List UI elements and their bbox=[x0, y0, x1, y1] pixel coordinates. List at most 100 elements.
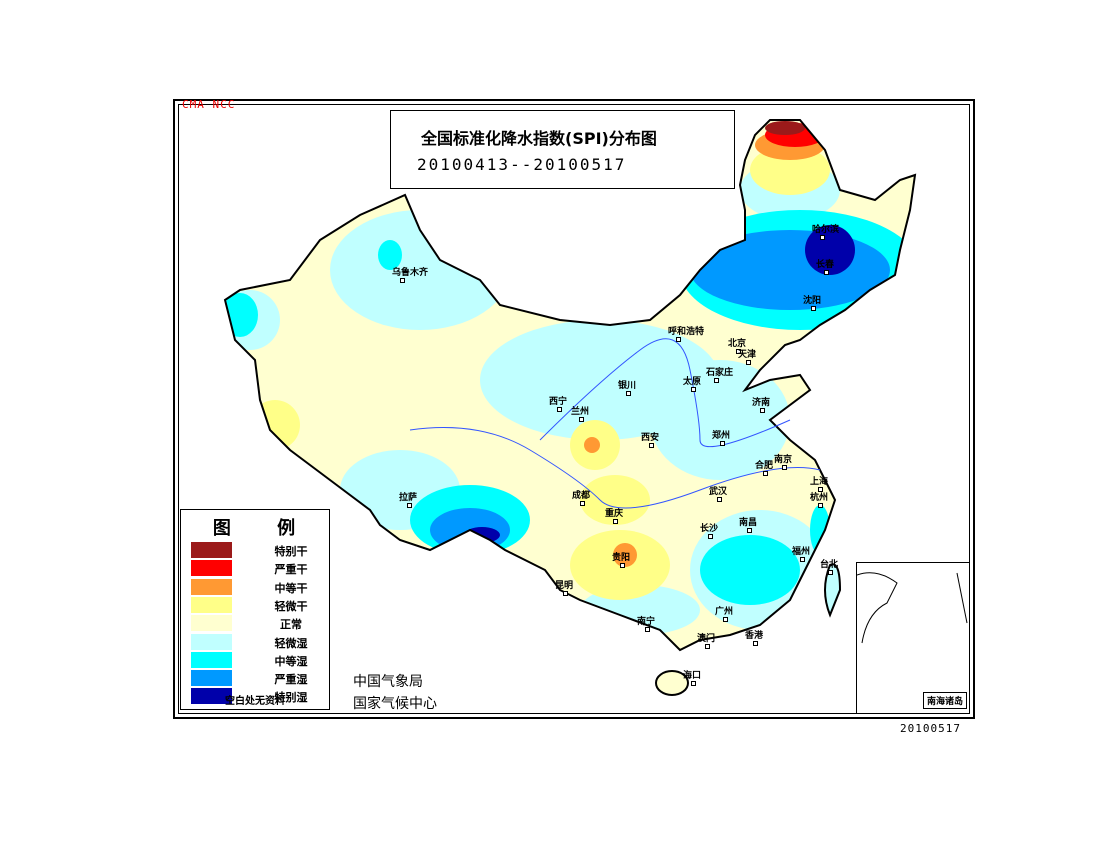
city-label: 济南 bbox=[752, 398, 771, 408]
city-label: 西安 bbox=[641, 433, 660, 443]
agency-ncc: 国家气候中心 bbox=[353, 696, 437, 712]
city-label: 天津 bbox=[738, 350, 757, 360]
legend-swatch bbox=[191, 578, 232, 595]
city-marker-icon bbox=[563, 591, 568, 596]
city-marker-icon bbox=[818, 503, 823, 508]
inset-label: 南海诸岛 bbox=[922, 692, 967, 709]
city-label: 香港 bbox=[745, 631, 764, 641]
taiwan bbox=[824, 563, 842, 618]
city-label: 南京 bbox=[774, 455, 793, 465]
yellow-river bbox=[539, 338, 791, 448]
city-label: 武汉 bbox=[709, 487, 728, 497]
title-box: 全国标准化降水指数(SPI)分布图 20100413--20100517 bbox=[390, 110, 735, 189]
city-marker-icon bbox=[691, 387, 696, 392]
legend-item: 正常 bbox=[191, 615, 331, 632]
legend-swatch bbox=[191, 670, 232, 687]
city-label: 太原 bbox=[683, 377, 702, 387]
yangtze-river bbox=[409, 427, 821, 509]
legend-label: 正常 bbox=[280, 618, 302, 632]
city-label: 海口 bbox=[683, 671, 702, 681]
city-marker-icon bbox=[720, 441, 725, 446]
legend-label: 特别干 bbox=[274, 545, 308, 558]
city-marker-icon bbox=[763, 471, 768, 476]
city-label: 兰州 bbox=[571, 407, 590, 417]
city-label: 上海 bbox=[810, 477, 829, 487]
map-frame bbox=[173, 99, 975, 719]
city-marker-icon bbox=[717, 497, 722, 502]
city-marker-icon bbox=[714, 378, 719, 383]
city-label: 乌鲁木齐 bbox=[392, 268, 429, 278]
city-label: 长春 bbox=[816, 260, 835, 270]
city-marker-icon bbox=[557, 407, 562, 412]
city-label: 广州 bbox=[715, 607, 734, 617]
city-marker-icon bbox=[579, 417, 584, 422]
agency-cma: 中国气象局 bbox=[353, 674, 423, 690]
legend-label: 轻微干 bbox=[274, 599, 308, 613]
legend-label: 严重干 bbox=[274, 563, 308, 577]
inset-map bbox=[856, 572, 968, 644]
legend-swatch bbox=[191, 615, 232, 632]
city-marker-icon bbox=[824, 270, 829, 275]
city-marker-icon bbox=[626, 391, 631, 396]
city-label: 重庆 bbox=[605, 509, 624, 519]
legend-swatch bbox=[191, 542, 232, 558]
city-label: 昆明 bbox=[555, 581, 574, 591]
legend-swatch bbox=[191, 633, 232, 650]
legend-swatch bbox=[191, 596, 232, 613]
city-marker-icon bbox=[691, 681, 696, 686]
legend-title: 图 例 bbox=[212, 518, 316, 539]
city-marker-icon bbox=[649, 443, 654, 448]
city-label: 福州 bbox=[792, 547, 811, 557]
city-marker-icon bbox=[705, 644, 710, 649]
date-range: 20100413--20100517 bbox=[417, 155, 627, 174]
legend-label: 中等干 bbox=[274, 581, 308, 595]
city-label: 北京 bbox=[728, 339, 747, 349]
city-marker-icon bbox=[800, 557, 805, 562]
city-label: 西宁 bbox=[549, 397, 568, 407]
city-marker-icon bbox=[613, 519, 618, 524]
legend: 图 例 特别干严重干中等干轻微干正常轻微湿中等湿严重湿特别湿 空白处无资料 bbox=[180, 509, 330, 710]
city-label: 南宁 bbox=[637, 617, 656, 627]
city-marker-icon bbox=[760, 408, 765, 413]
city-marker-icon bbox=[753, 641, 758, 646]
legend-label: 中等湿 bbox=[274, 654, 308, 668]
legend-item: 严重干 bbox=[191, 560, 331, 577]
hainan bbox=[655, 670, 689, 696]
city-label: 澳门 bbox=[697, 634, 716, 644]
legend-swatch bbox=[191, 651, 232, 668]
city-label: 南昌 bbox=[739, 518, 758, 528]
legend-item: 轻微湿 bbox=[191, 633, 331, 650]
legend-label: 轻微湿 bbox=[274, 636, 308, 650]
city-marker-icon bbox=[820, 235, 825, 240]
legend-item: 特别湿 bbox=[191, 688, 331, 705]
legend-item: 特别干 bbox=[191, 542, 331, 558]
city-marker-icon bbox=[736, 349, 741, 354]
city-label: 呼和浩特 bbox=[668, 327, 705, 337]
city-marker-icon bbox=[746, 360, 751, 365]
legend-label: 特别湿 bbox=[274, 691, 308, 705]
city-marker-icon bbox=[723, 617, 728, 622]
city-marker-icon bbox=[676, 337, 681, 342]
legend-swatch bbox=[191, 688, 232, 705]
city-marker-icon bbox=[645, 627, 650, 632]
south-china-sea-inset: 南海诸岛 bbox=[856, 562, 970, 714]
city-label: 杭州 bbox=[810, 493, 829, 503]
city-label: 银川 bbox=[618, 381, 637, 391]
map-title: 全国标准化降水指数(SPI)分布图 bbox=[421, 129, 657, 148]
city-marker-icon bbox=[747, 528, 752, 533]
city-label: 合肥 bbox=[755, 461, 774, 471]
city-label: 石家庄 bbox=[706, 368, 734, 378]
city-label: 成都 bbox=[572, 491, 591, 501]
city-marker-icon bbox=[407, 503, 412, 508]
legend-item: 中等干 bbox=[191, 578, 331, 595]
city-label: 拉萨 bbox=[399, 493, 418, 503]
city-label: 贵阳 bbox=[612, 553, 631, 563]
city-label: 台北 bbox=[820, 560, 839, 570]
legend-label: 严重湿 bbox=[274, 673, 308, 687]
legend-note: 空白处无资料 bbox=[225, 696, 285, 707]
city-marker-icon bbox=[400, 278, 405, 283]
city-marker-icon bbox=[708, 534, 713, 539]
map-inner-frame bbox=[178, 104, 970, 714]
legend-item: 轻微干 bbox=[191, 596, 331, 613]
city-marker-icon bbox=[818, 487, 823, 492]
